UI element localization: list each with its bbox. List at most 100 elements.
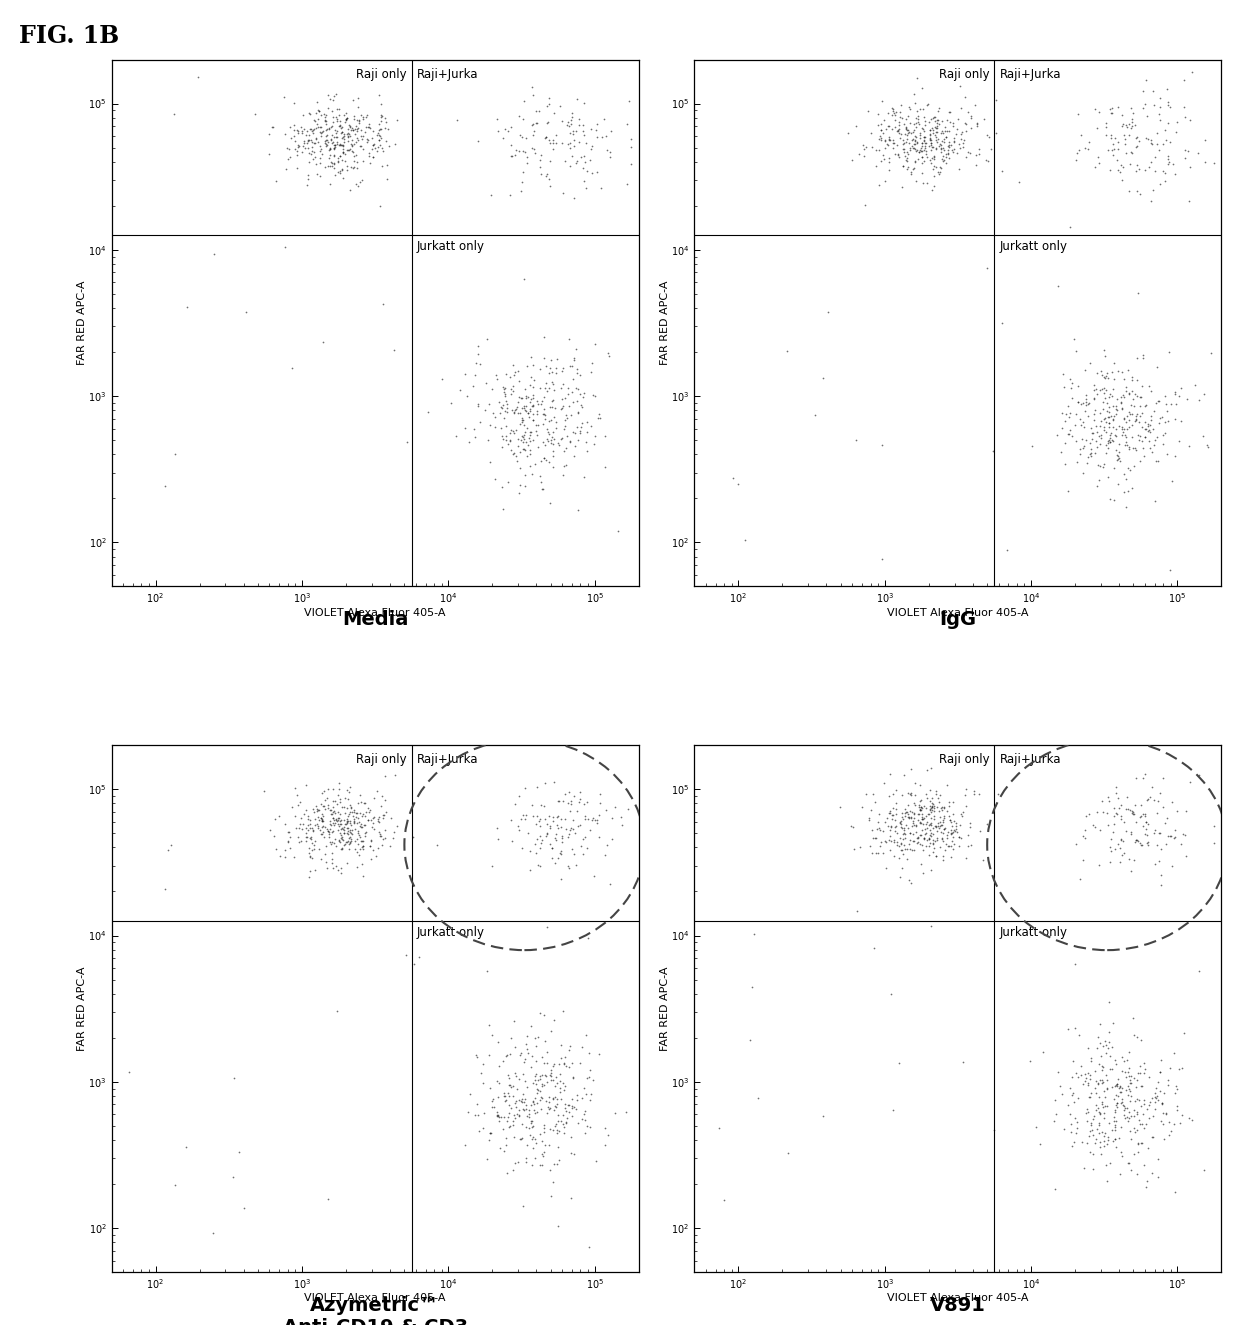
Point — [329, 135, 348, 156]
Point — [884, 845, 904, 867]
Point — [341, 828, 361, 849]
Point — [1099, 1129, 1118, 1150]
Point — [940, 806, 960, 827]
Point — [481, 855, 501, 876]
Point — [569, 114, 589, 135]
Point — [1083, 1108, 1102, 1129]
Point — [1089, 1122, 1109, 1143]
Point — [574, 125, 594, 146]
Point — [1147, 122, 1167, 143]
Point — [503, 364, 523, 386]
Point — [557, 437, 577, 458]
Point — [930, 163, 950, 184]
Point — [322, 115, 342, 136]
Point — [1106, 1084, 1126, 1105]
Point — [527, 391, 547, 412]
Point — [316, 119, 336, 140]
Point — [1097, 803, 1117, 824]
Point — [1089, 1026, 1109, 1047]
Point — [894, 820, 914, 841]
Point — [554, 150, 574, 171]
Point — [553, 132, 573, 154]
Point — [489, 1110, 508, 1132]
Point — [1060, 216, 1080, 237]
Point — [887, 121, 906, 142]
Point — [546, 853, 565, 875]
Point — [1116, 380, 1136, 401]
Point — [863, 783, 883, 804]
Point — [920, 832, 940, 853]
Point — [983, 1120, 1003, 1141]
Point — [599, 343, 619, 364]
Point — [854, 146, 874, 167]
Point — [921, 134, 941, 155]
Point — [547, 1089, 567, 1110]
Point — [298, 827, 317, 848]
Point — [352, 816, 372, 837]
Point — [1111, 1141, 1131, 1162]
Point — [296, 125, 316, 146]
Point — [937, 109, 957, 130]
Point — [526, 1102, 546, 1124]
Point — [552, 825, 572, 847]
Point — [351, 803, 371, 824]
Point — [1147, 134, 1167, 155]
Point — [562, 1142, 582, 1163]
Point — [1109, 787, 1128, 808]
Point — [889, 119, 909, 140]
Point — [331, 814, 351, 835]
Point — [360, 152, 379, 174]
Point — [582, 135, 601, 156]
Point — [1146, 1083, 1166, 1104]
Point — [1053, 1083, 1073, 1104]
Point — [920, 824, 940, 845]
Point — [544, 1116, 564, 1137]
Point — [1078, 1063, 1097, 1084]
Point — [915, 823, 935, 844]
Point — [503, 1114, 523, 1136]
Point — [557, 1108, 577, 1129]
Point — [931, 822, 951, 843]
Point — [560, 156, 580, 178]
Point — [527, 1083, 547, 1104]
Point — [365, 134, 384, 155]
Point — [1114, 1105, 1133, 1126]
Point — [915, 110, 935, 131]
Point — [1074, 1158, 1094, 1179]
Point — [947, 822, 967, 843]
Point — [541, 1065, 560, 1086]
Point — [298, 168, 317, 189]
Point — [882, 118, 901, 139]
Point — [1109, 160, 1128, 182]
Point — [543, 132, 563, 154]
Point — [1070, 868, 1090, 889]
Point — [1146, 1086, 1166, 1108]
Point — [563, 146, 583, 167]
Point — [864, 938, 884, 959]
Point — [992, 313, 1012, 334]
Point — [1102, 1059, 1122, 1080]
Point — [324, 106, 343, 127]
Point — [308, 91, 327, 113]
Point — [947, 118, 967, 139]
Point — [877, 119, 897, 140]
Point — [537, 823, 557, 844]
Point — [337, 779, 357, 800]
Point — [538, 362, 558, 383]
Point — [1107, 400, 1127, 421]
Point — [574, 794, 594, 815]
Point — [1091, 360, 1111, 382]
Point — [157, 839, 177, 860]
Point — [308, 814, 327, 835]
Point — [286, 784, 306, 806]
Point — [362, 829, 382, 851]
Point — [1089, 1098, 1109, 1120]
Point — [573, 114, 593, 135]
Point — [1131, 806, 1151, 827]
Point — [977, 125, 997, 146]
Point — [500, 1044, 520, 1065]
Point — [510, 403, 529, 424]
Point — [355, 822, 374, 843]
Point — [1091, 379, 1111, 400]
Point — [337, 831, 357, 852]
